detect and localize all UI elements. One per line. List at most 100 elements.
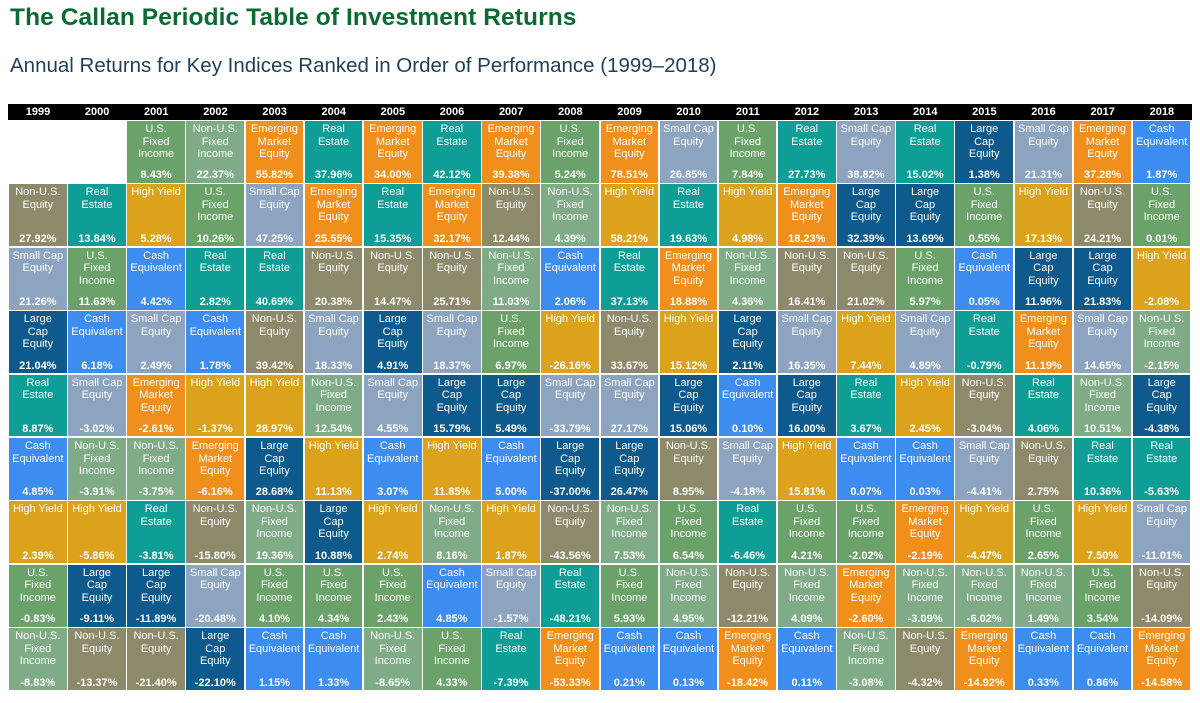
return-cell-2017-rank-4: Small Cap Equity 14.65% — [1072, 310, 1133, 375]
asset-class-label: Emerging Market Equity — [487, 123, 535, 160]
return-value: 11.96% — [1025, 296, 1062, 309]
return-value: -7.39% — [493, 676, 529, 689]
return-value: 21.31% — [1024, 169, 1063, 182]
return-value: 18.23% — [788, 232, 826, 245]
return-cell-2017-rank-3: Large Cap Equity 21.83% — [1072, 246, 1133, 311]
asset-class-label: Non-U.S. Fixed Income — [310, 376, 357, 414]
asset-class-label: Non-U.S. Fixed Income — [961, 566, 1007, 604]
return-value: -11.01% — [1141, 549, 1182, 562]
return-cell-2009-rank-9: Cash Equivalent 0.21% — [599, 627, 660, 692]
return-cell-2018-rank-5: Large Cap Equity -4.38% — [1131, 373, 1192, 438]
return-value: -0.79% — [966, 359, 1002, 372]
return-cell-2018-rank-4: Non-U.S. Fixed Income -2.15% — [1131, 310, 1192, 375]
asset-class-label: U.S. Fixed Income — [19, 566, 56, 604]
return-value: -6.02% — [966, 613, 1002, 626]
asset-class-label: Real Estate — [909, 123, 941, 148]
asset-class-label: Cash Equivalent — [840, 440, 892, 465]
return-cell-2010-rank-4: High Yield 15.12% — [658, 310, 719, 375]
asset-class-label: Non-U.S. Equity — [665, 440, 712, 465]
return-value: 21.04% — [19, 359, 57, 372]
return-cell-2016-rank-5: Real Estate 4.06% — [1013, 373, 1074, 438]
return-value: 1.78% — [199, 359, 231, 372]
return-value: 34.00% — [374, 169, 412, 182]
return-cell-2000-rank-7: Large Cap Equity -9.11% — [67, 563, 127, 628]
return-cell-2007-rank-5: Large Cap Equity 5.49% — [481, 373, 541, 438]
return-cell-2017-rank-8: U.S. Fixed Income 3.54% — [1072, 563, 1133, 628]
return-cell-1999-rank-7: U.S. Fixed Income -0.83% — [8, 563, 68, 628]
return-cell-2006-rank-3: Non-U.S. Equity 25.71% — [422, 246, 482, 311]
asset-class-label: Cash Equivalent — [367, 440, 419, 465]
return-cell-2001-rank-1: U.S. Fixed Income 8.43% — [126, 120, 186, 184]
return-value: 27.17% — [610, 422, 648, 435]
return-value: 24.21% — [1083, 232, 1122, 245]
return-value: 16.35% — [788, 359, 826, 372]
return-cell-2006-rank-7: Non-U.S. Fixed Income 8.16% — [422, 500, 482, 565]
asset-class-label: Large Cap Equity — [968, 123, 1000, 160]
asset-class-label: Large Cap Equity — [1087, 249, 1118, 287]
asset-class-label: Small Cap Equity — [544, 376, 596, 402]
asset-class-label: Non-U.S. Fixed Income — [370, 630, 416, 668]
return-value: 2.74% — [377, 549, 409, 562]
return-value: 2.49% — [140, 359, 172, 372]
asset-class-label: Small Cap Equity — [249, 186, 300, 211]
return-value: -1.37% — [197, 422, 233, 435]
asset-class-label: Non-U.S. Equity — [784, 249, 830, 275]
year-header-2011: 2011 — [717, 104, 778, 120]
return-cell-2002-rank-9: Large Cap Equity -22.10% — [185, 627, 246, 692]
asset-class-label: Non-U.S. Fixed Income — [606, 503, 652, 541]
return-value: -2.19% — [907, 549, 943, 562]
return-value: 15.79% — [433, 422, 471, 435]
asset-class-label: Emerging Market Equity — [664, 249, 712, 287]
return-cell-2005-rank-5: Small Cap Equity 4.55% — [362, 373, 423, 438]
asset-class-label: Non-U.S. Fixed Income — [429, 503, 475, 541]
asset-class-label: Large Cap Equity — [495, 376, 527, 414]
return-value: -0.83% — [20, 613, 56, 626]
return-cell-2005-rank-1: Emerging Market Equity 34.00% — [362, 120, 423, 184]
return-value: 2.65% — [1027, 549, 1059, 562]
return-value: 0.10% — [732, 422, 764, 435]
return-cell-2004-rank-4: Small Cap Equity 18.33% — [303, 310, 364, 375]
return-value: 28.97% — [255, 422, 294, 435]
return-cell-2017-rank-5: Non-U.S. Fixed Income 10.51% — [1072, 373, 1133, 438]
return-cell-2016-rank-8: Non-U.S. Fixed Income 1.49% — [1013, 563, 1074, 628]
asset-class-label: Small Cap Equity — [781, 313, 833, 338]
return-value: 15.02% — [906, 169, 944, 182]
year-header-2007: 2007 — [481, 104, 542, 120]
return-value: 0.86% — [1086, 676, 1119, 689]
return-value: -4.47% — [966, 549, 1002, 562]
return-value: 13.69% — [906, 232, 944, 245]
return-cell-2014-rank-2: Large Cap Equity 13.69% — [895, 183, 955, 248]
year-header-2010: 2010 — [658, 104, 719, 120]
return-cell-2009-rank-8: U.S. Fixed Income 5.93% — [599, 563, 660, 628]
asset-class-label: U.S. Fixed Income — [1025, 503, 1062, 541]
return-value: 6.54% — [672, 549, 705, 562]
year-header-2013: 2013 — [836, 104, 897, 120]
return-cell-2010-rank-9: Cash Equivalent 0.13% — [658, 627, 719, 692]
return-cell-2005-rank-3: Non-U.S. Equity 14.47% — [362, 246, 423, 311]
return-value: 40.69% — [255, 296, 294, 309]
return-value: 4.10% — [258, 613, 291, 626]
return-cell-2017-rank-6: Real Estate 10.36% — [1072, 437, 1133, 501]
year-header-2002: 2002 — [185, 104, 246, 120]
asset-class-label: Non-U.S. Equity — [902, 630, 948, 655]
asset-class-label: U.S. Fixed Income — [611, 566, 648, 604]
asset-class-label: Large Cap Equity — [554, 440, 586, 477]
asset-class-label: Large Cap Equity — [732, 313, 763, 351]
return-cell-2015-rank-4: Real Estate -0.79% — [954, 310, 1015, 375]
return-value: 11.19% — [1025, 359, 1062, 372]
asset-class-label: Large Cap Equity — [791, 376, 823, 414]
return-value: -4.41% — [966, 486, 1002, 499]
return-cell-2015-rank-9: Emerging Market Equity -14.92% — [954, 627, 1015, 692]
return-cell-2017-rank-7: High Yield 7.50% — [1072, 500, 1133, 565]
year-header-2018: 2018 — [1131, 104, 1192, 120]
return-value: 38.82% — [847, 169, 885, 182]
asset-class-label: Cash Equivalent — [1017, 630, 1070, 655]
return-value: 15.35% — [374, 232, 412, 245]
return-value: 5.49% — [495, 422, 527, 435]
return-value: -4.18% — [730, 486, 766, 499]
asset-class-label: Emerging Market Equity — [369, 123, 417, 160]
asset-class-label: Non-U.S. Equity — [370, 249, 416, 275]
return-value: 12.44% — [492, 232, 530, 245]
return-cell-2013-rank-1: Small Cap Equity 38.82% — [836, 120, 896, 184]
return-value: -14.92% — [963, 676, 1005, 689]
